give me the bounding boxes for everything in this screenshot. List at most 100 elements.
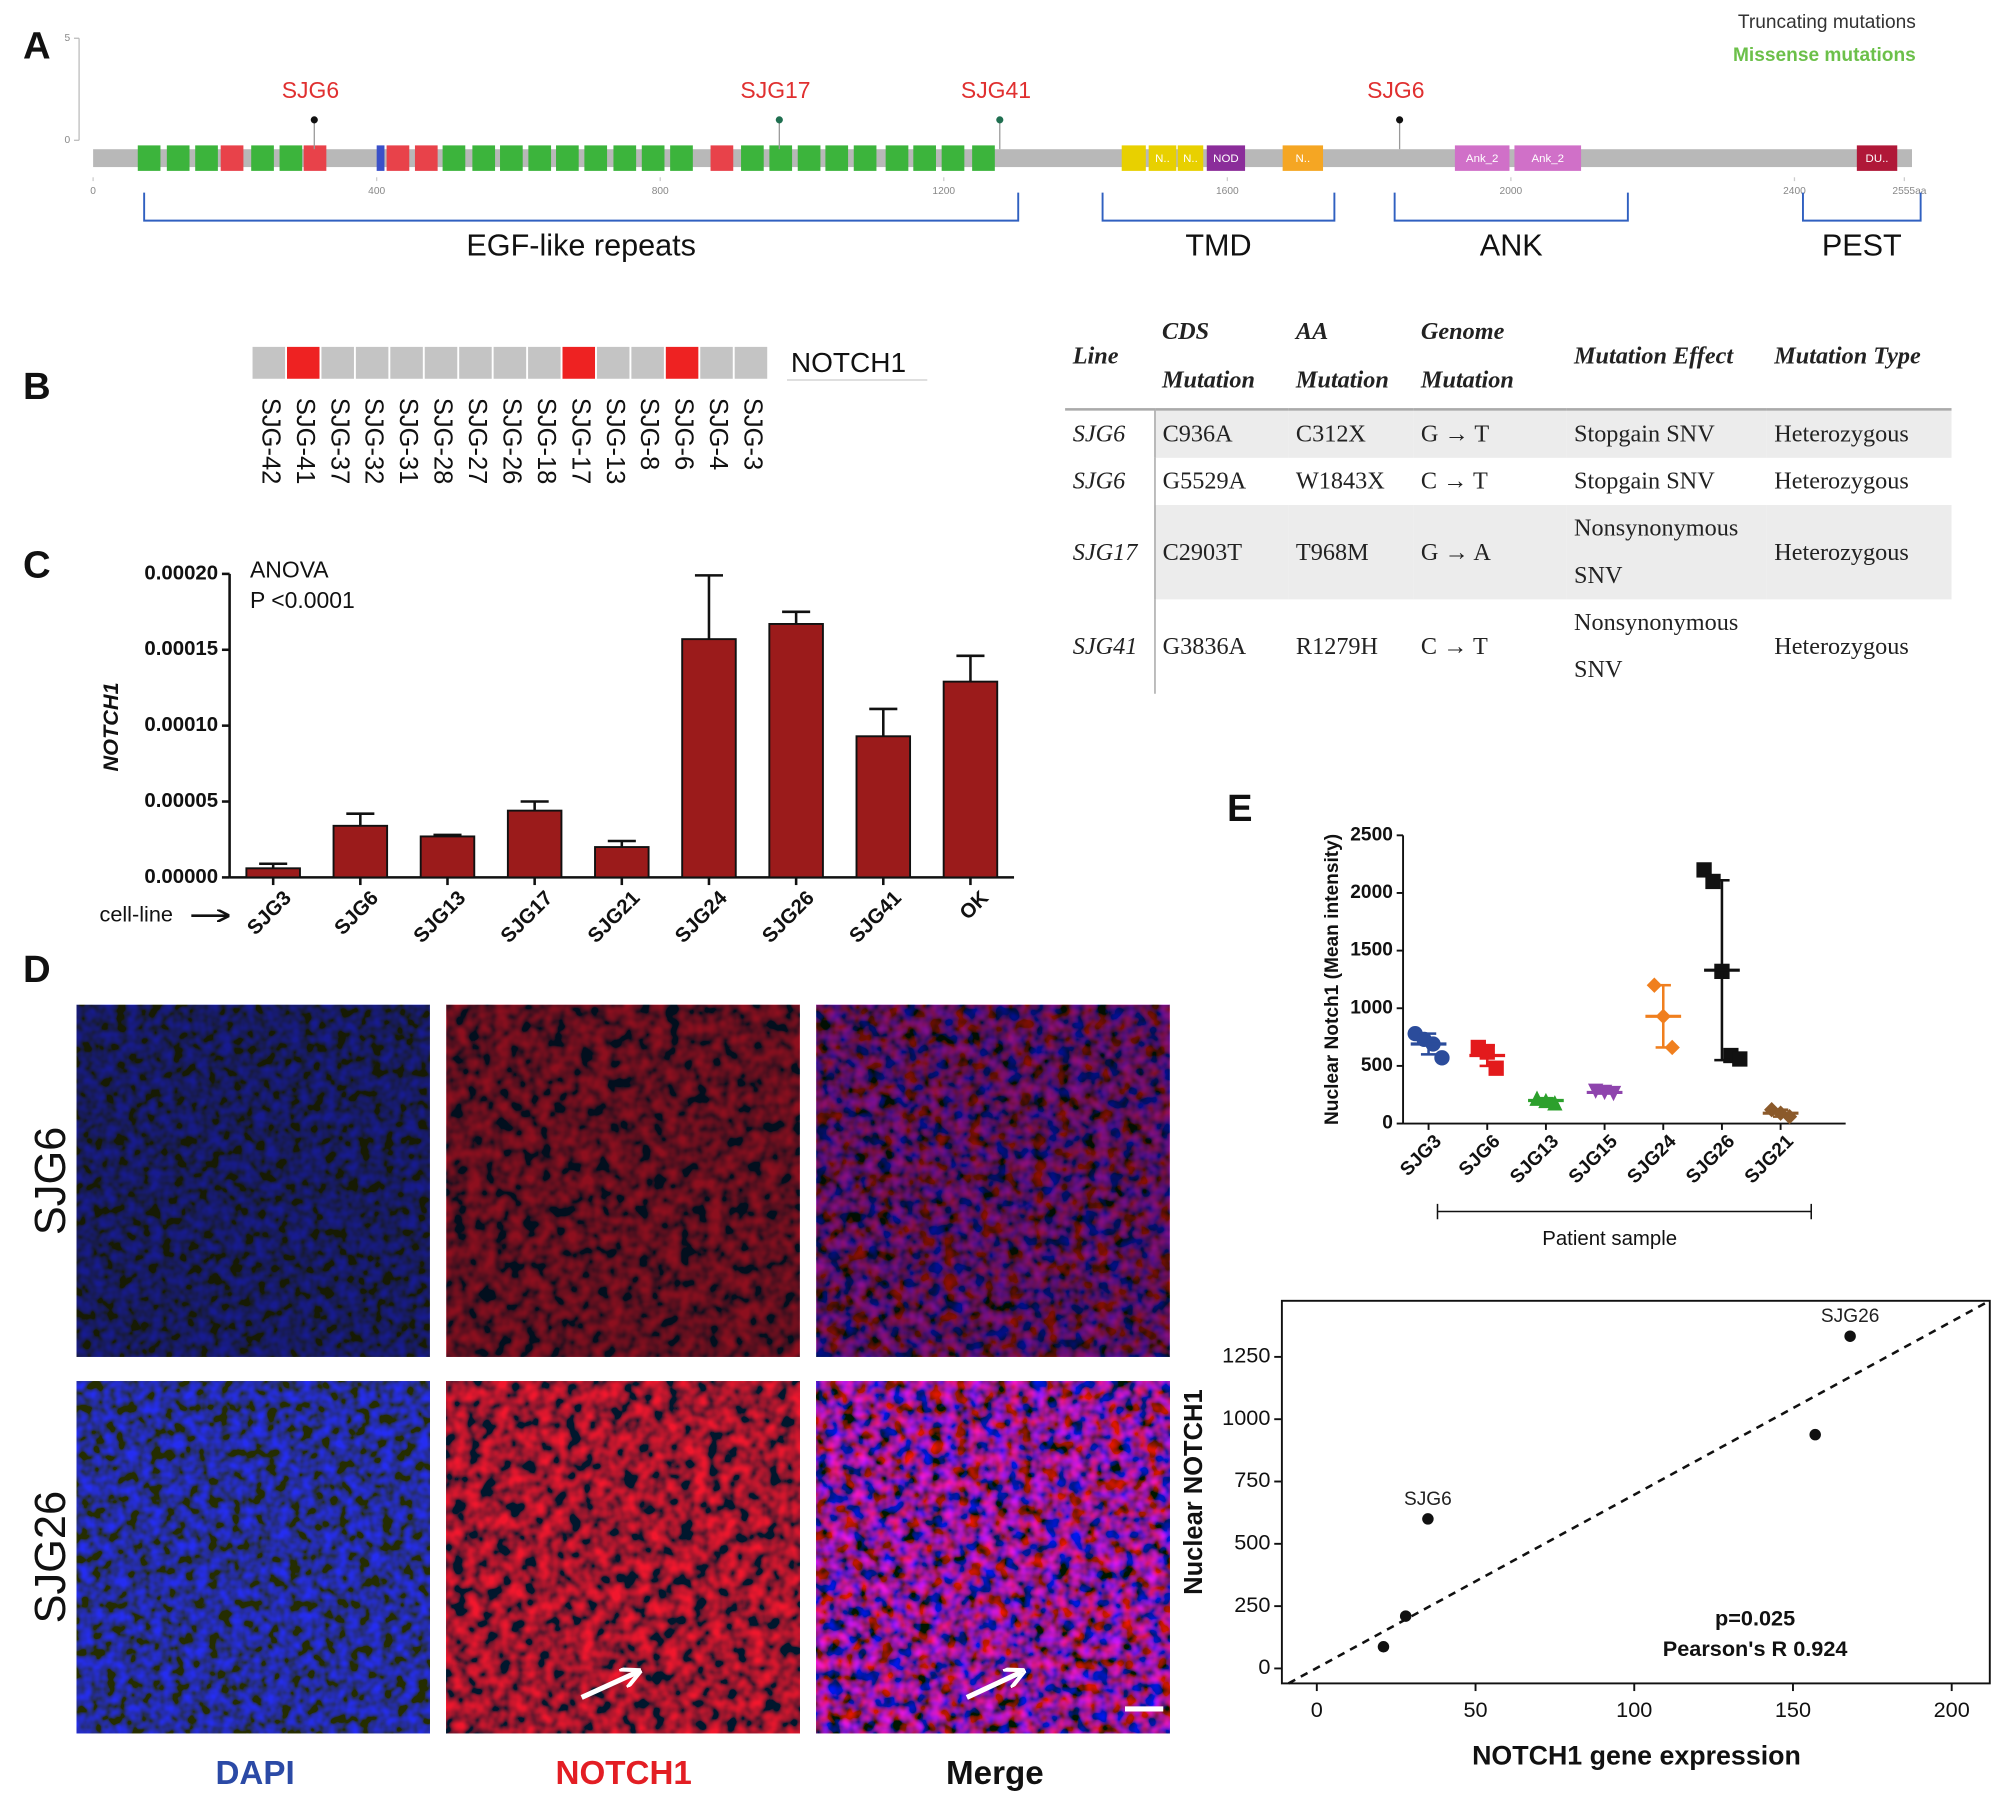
protein-domain [195, 145, 218, 171]
protein-domain [769, 145, 793, 171]
domain-label: N.. [1183, 153, 1198, 165]
protein-domain [1121, 145, 1146, 171]
lollipop-head [775, 116, 783, 124]
data-point [1422, 1513, 1434, 1525]
lollipop-head [1396, 116, 1404, 124]
x-tick-label: 0 [90, 186, 96, 197]
y-tick-label: 0 [64, 135, 70, 146]
table-cell: Stopgain SNV [1566, 409, 1767, 458]
protein-domain [1856, 145, 1898, 171]
y-tick-label: 1000 [1350, 997, 1393, 1018]
x-tick-label: OK [956, 887, 993, 924]
y-tick-label: 2500 [1350, 824, 1393, 845]
x-tick-label: 2555aa [1892, 186, 1926, 197]
bar [942, 680, 999, 879]
x-tick-label: 2000 [1500, 186, 1523, 197]
y-axis-label: Nuclear Notch1 (Mean intensity) [1322, 834, 1343, 1125]
protein-domain [1454, 145, 1510, 171]
region-bracket [1101, 192, 1336, 222]
annotation: ANOVA [250, 556, 329, 582]
table-cell: Stopgain SNV [1573, 468, 1715, 495]
y-tick-label: 0.00015 [144, 638, 218, 660]
arrow [965, 1672, 1022, 1700]
x-tick-label: SJG26 [758, 887, 818, 947]
x-tick-label: SJG24 [1624, 1131, 1681, 1188]
header-cell: CDS Mutation [1154, 306, 1289, 411]
mutation-cell [459, 346, 492, 379]
table-cell: T968M [1288, 505, 1414, 600]
mutation-cell [734, 346, 768, 379]
protein-domain [1148, 145, 1177, 171]
x-tick-label: 400 [368, 186, 385, 197]
data-point [1399, 1610, 1412, 1622]
column-label: NOTCH1 [556, 1755, 692, 1792]
x-tick-label: 800 [652, 186, 669, 197]
protein-domain [386, 145, 410, 171]
protein-domain [1514, 145, 1582, 171]
data-point [1705, 873, 1721, 890]
y-tick-label: 0 [1258, 1654, 1270, 1679]
sample-label: SJG-27 [463, 398, 491, 484]
sample-label: SJG-4 [704, 398, 732, 470]
x-axis-label: NOTCH1 gene expression [1472, 1740, 1801, 1770]
table-row: SJG41 G3836A R1279H C → T Nonsynonymous SNV H… [1065, 599, 1951, 694]
bar [594, 846, 650, 879]
mutation-cell [286, 346, 320, 379]
mutation-cell [321, 346, 354, 379]
sample-label: SJG-3 [739, 398, 767, 470]
y-tick-label: 2000 [1350, 882, 1393, 903]
sample-label: SJG-37 [325, 398, 353, 484]
region-bracket [143, 192, 1020, 222]
mutation-table: Line CDS Mutation AA Mutation Genome Mutati… [1065, 306, 1952, 694]
mutation-cell [665, 346, 699, 379]
sample-label: SJG-8 [635, 398, 663, 470]
mutation-cell [252, 346, 286, 379]
data-point [1696, 862, 1712, 878]
region-label: ANK [1480, 228, 1544, 262]
row-label: SJG6 [27, 1127, 75, 1235]
domain-label: Ank_2 [1531, 153, 1564, 165]
table-cell: C936A [1154, 409, 1289, 458]
column-label: Merge [946, 1755, 1044, 1792]
bar [768, 623, 824, 879]
y-tick-label: 5 [64, 33, 70, 44]
protein-domain [885, 145, 909, 171]
sample-label: SJG-32 [360, 398, 388, 484]
mutation-cell [424, 346, 458, 379]
mutation-label: SJG6 [1367, 77, 1424, 103]
y-tick-label: 0.00020 [144, 562, 218, 584]
protein-domain [556, 145, 579, 171]
protein-domain [972, 145, 995, 171]
legend-entry: Truncating mutations [1738, 12, 1916, 33]
column-label: DAPI [215, 1755, 294, 1792]
mutation-label: SJG17 [740, 77, 810, 103]
protein-domain [279, 145, 303, 171]
table-cell: SJG6 [1065, 409, 1155, 458]
x-tick-label: SJG41 [845, 887, 905, 947]
table-cell: W1843X [1295, 468, 1385, 495]
fit-line [1287, 1299, 1991, 1685]
row-label: SJG26 [27, 1491, 75, 1624]
domain-label: N.. [1155, 153, 1170, 165]
data-point [1646, 977, 1662, 993]
data-point [1844, 1330, 1856, 1342]
header-cell: Mutation Effect [1566, 306, 1767, 411]
data-point [1809, 1428, 1821, 1441]
mutation-cell [528, 346, 561, 379]
x-tick-label: 2400 [1783, 186, 1806, 197]
table-cell: C312X [1288, 409, 1414, 458]
protein-domain [472, 145, 496, 171]
data-point [1732, 1051, 1748, 1067]
protein-backbone [93, 149, 1912, 168]
data-point [1488, 1060, 1504, 1076]
bar [855, 735, 912, 879]
header-cell: Genome Mutation [1413, 306, 1567, 411]
mutation-cell [493, 346, 527, 379]
mutation-label: SJG41 [961, 77, 1031, 103]
domain-label: Ank_2 [1466, 153, 1499, 165]
legend-entry: Missense mutations [1733, 45, 1916, 66]
panel-label: B [23, 365, 51, 408]
y-tick-label: 500 [1234, 1530, 1270, 1555]
panel-label: D [23, 948, 51, 991]
x-tick-label: SJG6 [331, 887, 383, 939]
